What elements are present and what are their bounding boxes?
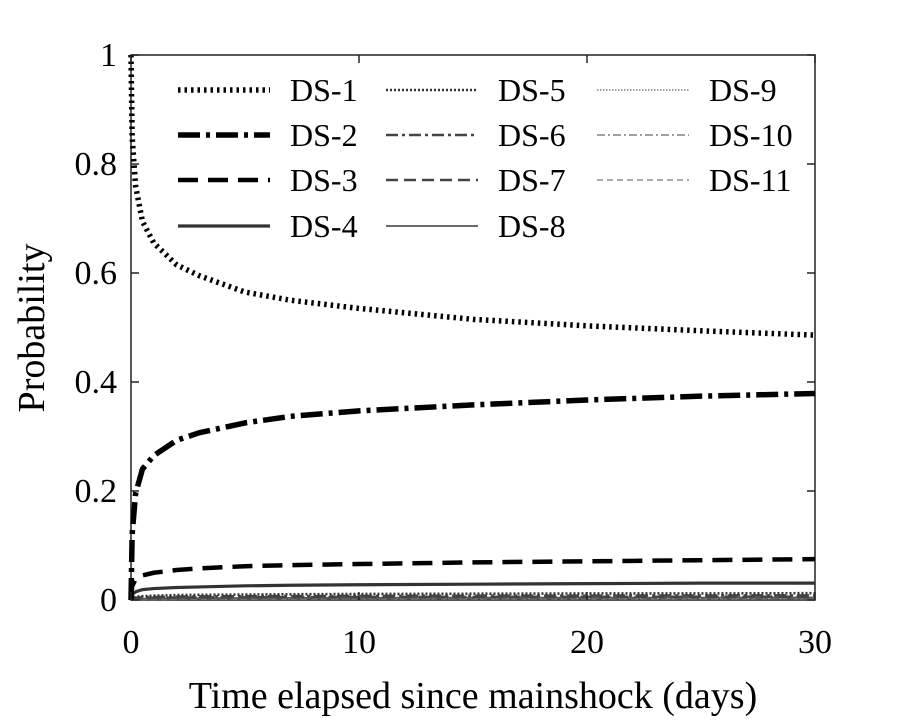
legend-label-ds-10: DS-10 <box>709 117 793 153</box>
y-tick-label: 0.4 <box>75 364 118 401</box>
y-axis-label: Probability <box>11 244 53 413</box>
x-axis-label: Time elapsed since mainshock (days) <box>189 675 757 717</box>
series-line-ds-4 <box>129 581 815 601</box>
tick-layer: 0 10 20 30 0 0.2 0.4 0.6 0.8 1 <box>75 37 833 661</box>
legend-label-ds-6: DS-6 <box>498 117 566 153</box>
series-line-ds-1 <box>128 54 816 338</box>
series-line-ds-5 <box>129 591 816 601</box>
x-tick-label: 30 <box>798 624 832 661</box>
legend: DS-1 DS-2 DS-3 DS-4 DS-5 DS-6 DS-7 DS-8 DS-9 DS-1… <box>178 72 793 244</box>
y-tick-label: 0 <box>100 582 117 619</box>
y-tick-label: 0.6 <box>75 255 118 292</box>
plot-frame <box>130 54 816 601</box>
x-tick-label: 0 <box>123 624 140 661</box>
legend-label-ds-2: DS-2 <box>290 117 358 153</box>
y-tick-label: 0.2 <box>75 473 118 510</box>
y-tick-label: 0.8 <box>75 146 118 183</box>
series-line-ds-6 <box>129 594 816 601</box>
series-line-ds-3 <box>128 556 816 601</box>
x-tick-label: 10 <box>342 624 376 661</box>
legend-label-ds-1: DS-1 <box>290 72 358 108</box>
legend-label-ds-4: DS-4 <box>290 208 358 244</box>
legend-label-ds-5: DS-5 <box>498 72 566 108</box>
legend-label-ds-8: DS-8 <box>498 208 566 244</box>
series-line-ds-2 <box>128 390 816 601</box>
legend-label-ds-11: DS-11 <box>709 162 791 198</box>
x-tick-label: 20 <box>570 624 604 661</box>
legend-label-ds-7: DS-7 <box>498 162 566 198</box>
legend-label-ds-9: DS-9 <box>709 72 777 108</box>
y-tick-label: 1 <box>100 37 117 74</box>
series-layer <box>128 54 816 601</box>
legend-label-ds-3: DS-3 <box>290 162 358 198</box>
